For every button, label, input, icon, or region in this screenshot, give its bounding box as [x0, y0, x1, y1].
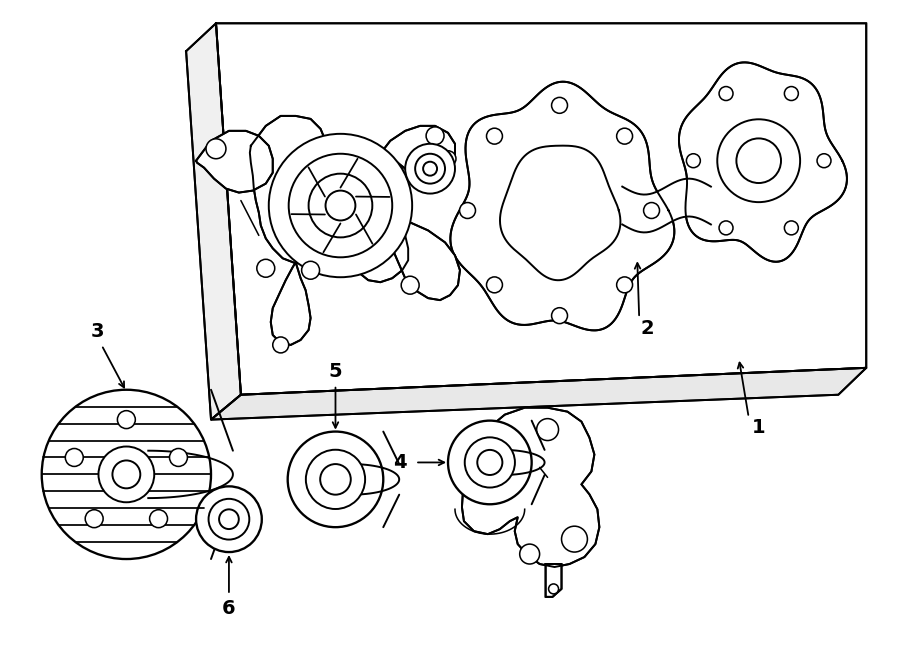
Circle shape [41, 390, 211, 559]
Polygon shape [381, 126, 455, 173]
Circle shape [562, 526, 588, 552]
Circle shape [273, 337, 289, 353]
Circle shape [98, 447, 154, 502]
Text: 6: 6 [222, 600, 236, 618]
Circle shape [519, 544, 540, 564]
Polygon shape [450, 82, 674, 330]
Polygon shape [679, 62, 847, 262]
Circle shape [288, 432, 383, 527]
Circle shape [423, 162, 437, 176]
Circle shape [616, 277, 633, 293]
Polygon shape [462, 408, 599, 567]
Text: 4: 4 [393, 453, 407, 472]
Circle shape [616, 128, 633, 144]
Circle shape [326, 190, 356, 221]
Circle shape [785, 87, 798, 100]
Circle shape [196, 486, 262, 552]
Text: 2: 2 [641, 319, 654, 338]
Circle shape [320, 464, 351, 494]
Circle shape [487, 277, 502, 293]
Circle shape [269, 134, 412, 277]
Circle shape [552, 308, 568, 324]
Circle shape [206, 139, 226, 159]
Circle shape [552, 97, 568, 113]
Circle shape [536, 418, 559, 440]
Polygon shape [186, 23, 241, 420]
Circle shape [302, 261, 319, 279]
Text: 3: 3 [91, 323, 104, 342]
Text: 5: 5 [328, 362, 342, 381]
Text: 1: 1 [752, 418, 766, 437]
Circle shape [309, 174, 373, 237]
Circle shape [719, 87, 733, 100]
Circle shape [426, 127, 444, 145]
Polygon shape [622, 178, 711, 233]
Circle shape [717, 119, 800, 202]
Circle shape [464, 438, 515, 488]
Circle shape [219, 510, 238, 529]
Circle shape [86, 510, 104, 527]
Circle shape [415, 154, 445, 184]
Circle shape [256, 259, 274, 277]
Polygon shape [545, 564, 562, 597]
Circle shape [719, 221, 733, 235]
Polygon shape [216, 23, 866, 395]
Circle shape [209, 499, 249, 539]
Circle shape [405, 144, 455, 194]
Polygon shape [271, 262, 310, 345]
Polygon shape [250, 116, 409, 282]
Circle shape [487, 128, 502, 144]
Circle shape [644, 202, 660, 219]
Circle shape [149, 510, 167, 527]
Circle shape [401, 276, 419, 294]
Circle shape [66, 449, 83, 467]
Circle shape [112, 461, 140, 488]
Circle shape [687, 154, 700, 168]
Circle shape [785, 221, 798, 235]
Circle shape [289, 154, 392, 257]
Circle shape [169, 449, 187, 467]
Circle shape [117, 410, 135, 428]
Polygon shape [196, 131, 273, 192]
Circle shape [817, 154, 831, 168]
Polygon shape [211, 368, 866, 420]
Circle shape [306, 449, 365, 509]
Circle shape [448, 420, 532, 504]
Circle shape [549, 584, 559, 594]
Circle shape [477, 450, 502, 475]
Circle shape [736, 138, 781, 183]
Circle shape [460, 202, 475, 219]
Circle shape [440, 151, 456, 167]
Polygon shape [391, 219, 460, 300]
